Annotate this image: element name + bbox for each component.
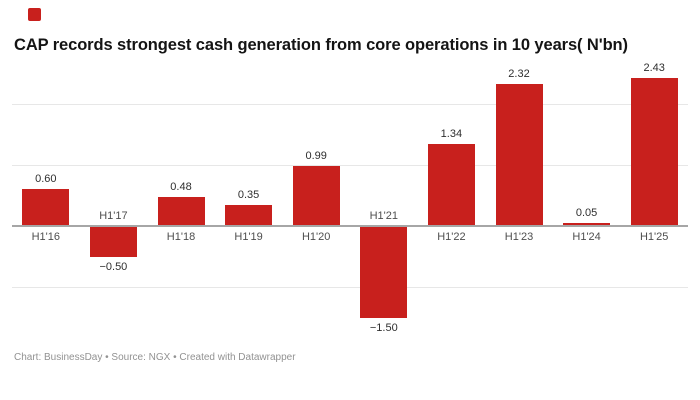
bar-value-label: 1.34 <box>440 128 463 141</box>
bar-value-label: −1.50 <box>369 321 398 334</box>
x-axis-label: H1'16 <box>31 231 60 243</box>
x-axis-label: H1'20 <box>301 231 331 243</box>
bar-value-label: 2.43 <box>643 61 665 74</box>
x-axis-label: H1'24 <box>572 231 601 243</box>
bar-value-label: 0.99 <box>305 149 327 162</box>
bar-value-label: −0.50 <box>99 260 128 273</box>
x-axis-label: H1'19 <box>234 231 263 243</box>
x-axis-label: H1'23 <box>504 231 534 243</box>
bar[interactable] <box>22 189 70 226</box>
x-axis-label: H1'17 <box>99 210 128 222</box>
x-axis-label: H1'25 <box>639 231 669 243</box>
x-axis-label: H1'21 <box>369 210 398 222</box>
gridline <box>12 104 688 105</box>
bar[interactable] <box>495 84 543 226</box>
bar[interactable] <box>292 165 340 226</box>
chart-title: CAP records strongest cash generation fr… <box>14 36 628 54</box>
x-axis-label: H1'22 <box>437 231 466 243</box>
chart-credits: Chart: BusinessDay • Source: NGX • Creat… <box>14 352 296 363</box>
bar-value-label: 0.35 <box>237 188 260 201</box>
bar[interactable] <box>427 144 475 226</box>
gridline <box>12 287 688 288</box>
x-axis-baseline <box>12 225 688 227</box>
businessday-logo-icon <box>28 8 41 21</box>
x-axis-label: H1'18 <box>166 231 196 243</box>
bar[interactable] <box>360 226 408 318</box>
bar[interactable] <box>630 77 678 226</box>
bar[interactable] <box>225 204 273 226</box>
bar[interactable] <box>157 196 205 226</box>
bar-value-label: 0.60 <box>35 173 57 186</box>
bar[interactable] <box>89 226 137 257</box>
bar-value-label: 0.05 <box>575 206 598 219</box>
gridline <box>12 165 688 166</box>
bar[interactable] <box>563 222 611 226</box>
bar-value-label: 2.32 <box>508 68 530 81</box>
bar-value-label: 0.48 <box>170 180 192 193</box>
